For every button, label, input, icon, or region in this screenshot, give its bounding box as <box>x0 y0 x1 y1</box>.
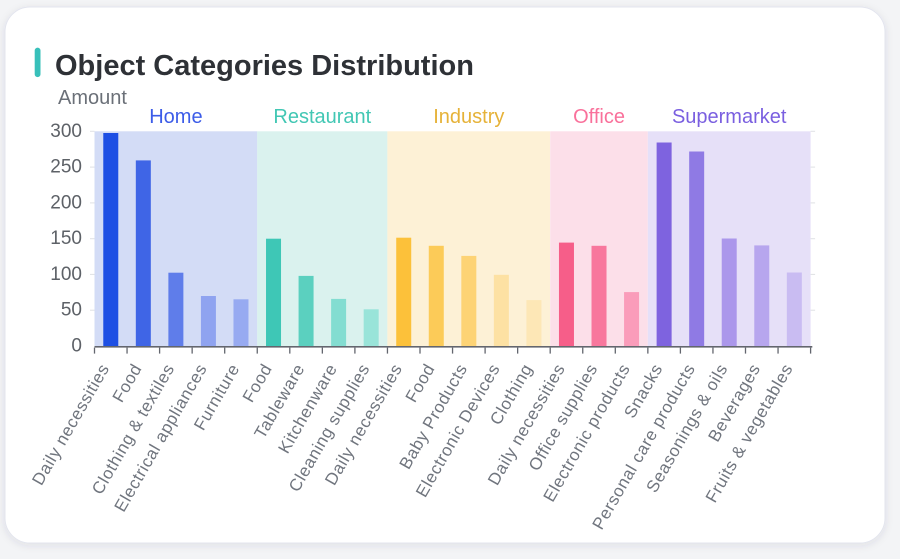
svg-text:Amount: Amount <box>58 87 127 109</box>
svg-text:50: 50 <box>61 300 82 321</box>
svg-text:250: 250 <box>50 157 82 178</box>
svg-text:150: 150 <box>50 228 82 249</box>
svg-text:100: 100 <box>50 264 82 285</box>
svg-text:Supermarket: Supermarket <box>672 106 787 128</box>
svg-text:Restaurant: Restaurant <box>273 106 371 128</box>
svg-text:Home: Home <box>149 106 202 128</box>
svg-text:0: 0 <box>71 336 82 357</box>
svg-text:Industry: Industry <box>433 106 504 128</box>
svg-text:Office: Office <box>573 106 625 128</box>
svg-text:Object Categories Distribution: Object Categories Distribution <box>55 50 474 82</box>
svg-text:300: 300 <box>50 121 82 142</box>
svg-text:200: 200 <box>50 192 82 213</box>
